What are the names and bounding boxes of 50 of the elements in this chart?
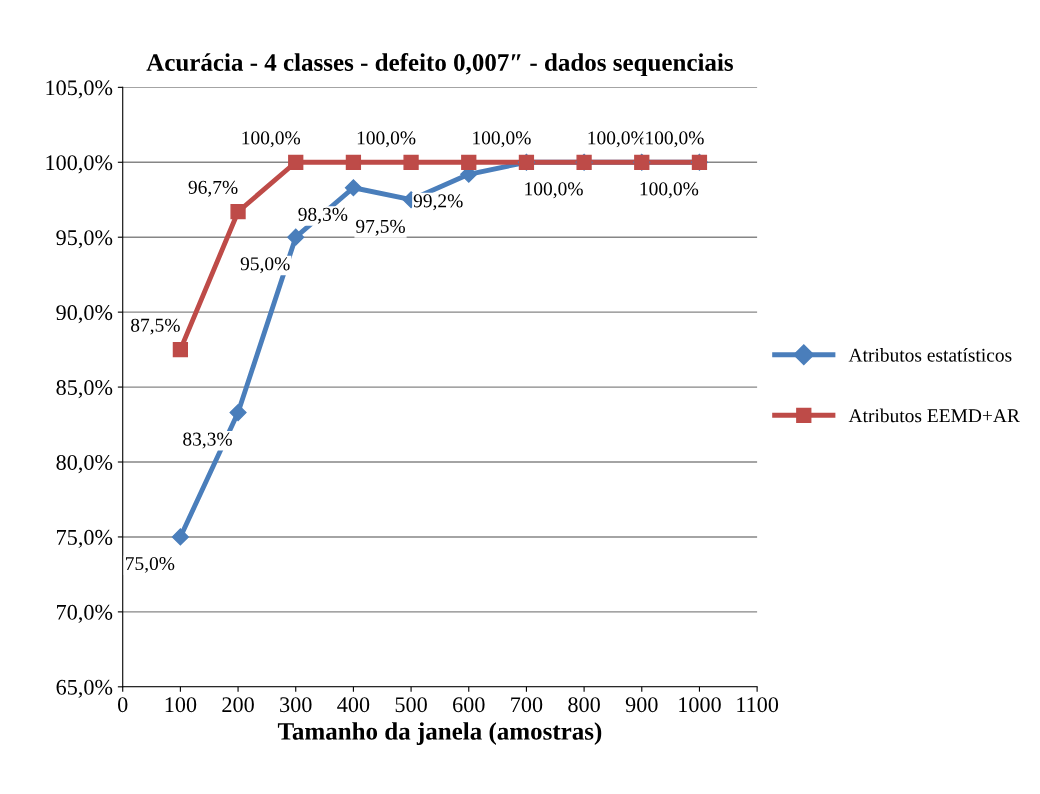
x-tick-label: 700 [511,697,543,713]
point [288,154,304,170]
legend-label: Atributos estatísticos [848,348,1012,362]
y-tick-label: 85,0% [56,380,113,399]
data-label: 100,0% [242,131,301,148]
data-label: 100,0% [640,182,699,199]
x-tick-label: 400 [337,697,370,713]
data-label: 100,0% [525,182,583,199]
y-tick-label: 75,0% [57,529,113,549]
x-tick-label: 600 [453,697,485,713]
data-label: 98,3% [298,207,348,224]
y-tick-label: 90,0% [56,305,113,324]
data-label: 100,0% [357,131,416,148]
point [403,154,419,170]
x-tick-label: 1000 [679,697,721,713]
point [230,204,246,220]
y-tick-label: 65,0% [56,679,113,698]
x-tick-label: 0 [118,697,128,713]
data-label: 95,0% [240,257,290,274]
data-label: 96,7% [188,180,238,197]
x-tick-label: 200 [222,697,254,713]
data-label: 87,5% [131,318,180,335]
point [461,154,477,170]
data-label: 83,3% [183,432,232,449]
point [171,528,189,546]
x-tick-label: 500 [395,697,427,713]
x-tick-label: 1100 [737,697,779,713]
chart-title: Acurácia - 4 classes - defeito 0,007″ - dados sequenciais [146,53,733,76]
y-tick-label: 80,0% [56,454,113,474]
legend-label: Atributos EEMD+AR [848,408,1020,423]
y-tick-label: 70,0% [57,604,113,623]
data-label: 100,0% [473,131,531,148]
y-tick-label: 95,0% [56,230,113,249]
data-label: 100,0% [588,131,647,148]
x-tick-label: 100 [165,697,197,713]
point [229,404,247,422]
data-label: 99,2% [413,194,463,211]
x-tick-label: 900 [625,697,658,713]
y-tick-label: 105,0% [46,80,113,99]
data-label: 75,0% [126,556,175,573]
x-tick-label: 300 [280,697,312,713]
point [345,154,362,170]
point [344,179,362,197]
data-label: 100,0% [646,131,704,148]
y-tick-label: 100,0% [46,155,113,174]
x-axis-title: Tamanho da janela (amostras) [277,722,602,745]
point [172,341,189,358]
x-tick-label: 800 [568,697,600,713]
data-label: 97,5% [356,219,405,236]
point [287,228,305,246]
